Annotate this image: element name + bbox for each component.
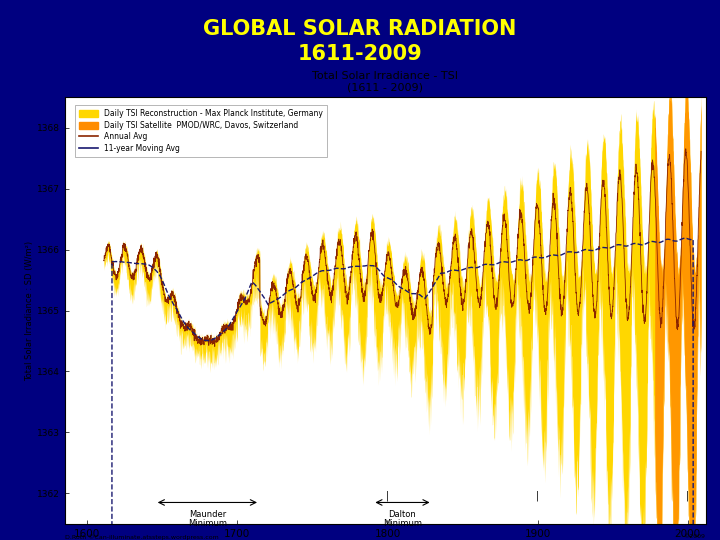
Annual Avg <box>697 148 706 154</box>
Text: Minimum: Minimum <box>188 519 227 528</box>
Y-axis label: Total Solar Irradiance : SD (W/m²): Total Solar Irradiance : SD (W/m²) <box>25 240 34 381</box>
Line: 11-year Moving Avg: 11-year Moving Avg <box>104 238 701 540</box>
Line: Annual Avg: Annual Avg <box>104 149 701 347</box>
Legend: Daily TSI Reconstruction - Max Planck Institute, Germany, Daily TSI Satellite  P: Daily TSI Reconstruction - Max Planck In… <box>75 105 327 157</box>
Annual Avg <box>685 233 694 240</box>
Annual Avg <box>168 293 176 299</box>
Annual Avg <box>203 337 212 343</box>
Annual Avg <box>210 343 219 350</box>
Text: GLOBAL SOLAR RADIATION
1611-2009: GLOBAL SOLAR RADIATION 1611-2009 <box>203 19 517 64</box>
11-year Moving Avg <box>621 243 629 249</box>
Text: |: | <box>536 491 539 501</box>
11-year Moving Avg <box>354 263 363 269</box>
Annual Avg <box>621 276 629 283</box>
Text: |: | <box>686 491 689 501</box>
Annual Avg <box>355 256 364 263</box>
Annual Avg <box>681 146 690 152</box>
Title: Total Solar Irradiance - TSI
(1611 - 2009): Total Solar Irradiance - TSI (1611 - 200… <box>312 71 458 92</box>
Text: Dalton: Dalton <box>389 510 416 519</box>
11-year Moving Avg <box>685 236 694 242</box>
11-year Moving Avg <box>168 299 176 305</box>
Text: ©2009: ©2009 <box>683 535 706 539</box>
Text: |: | <box>386 491 389 501</box>
Text: Maunder: Maunder <box>189 510 226 519</box>
11-year Moving Avg <box>203 338 212 344</box>
11-year Moving Avg <box>680 235 689 241</box>
Text: Minimum: Minimum <box>383 519 422 528</box>
Text: D.Roth ©Can-illuminate.atssteps.wordpress.com: D.Roth ©Can-illuminate.atssteps.wordpres… <box>65 535 219 540</box>
Annual Avg <box>99 257 108 264</box>
11-year Moving Avg <box>328 266 337 273</box>
Annual Avg <box>329 285 338 291</box>
